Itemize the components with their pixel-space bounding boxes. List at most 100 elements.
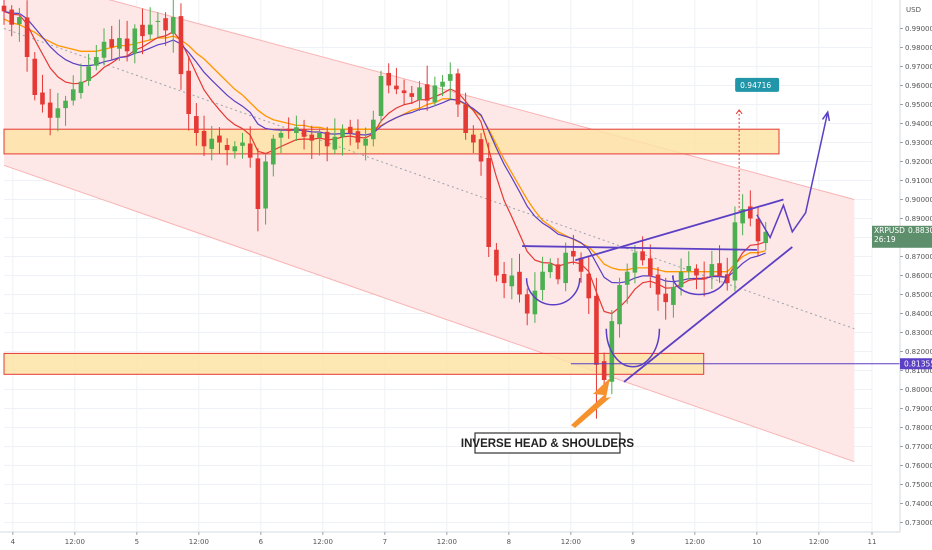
candle-body <box>47 102 53 118</box>
candle-body <box>301 129 307 137</box>
candle-body <box>432 85 438 103</box>
price-tick-label: 0.78000 <box>905 424 932 432</box>
price-tick-label: 0.74000 <box>905 500 932 508</box>
shoulder-arc <box>605 328 661 368</box>
time-axis: 4 12:00 5 12:00 6 12:00 7 12:00 8 12:00 9 12:00 10 12… <box>0 531 900 546</box>
channel-fill <box>4 0 855 462</box>
candle-body <box>517 271 522 295</box>
candle-body <box>201 130 207 147</box>
candle-body <box>732 222 738 281</box>
price-tick-label: 0.85000 <box>905 291 932 299</box>
candle-body <box>124 38 130 52</box>
candle-body <box>240 142 245 146</box>
candle-body <box>309 134 315 141</box>
price-tick-label: 0.89000 <box>905 215 932 223</box>
candle-body <box>471 134 476 143</box>
candle-body <box>632 252 638 273</box>
forecast-arrow-icon <box>821 110 831 122</box>
candle-body <box>17 17 22 25</box>
candle-body <box>394 85 399 90</box>
time-tick-label: 12:00 <box>685 538 705 546</box>
candle-body <box>663 293 668 303</box>
candle-body <box>263 161 268 209</box>
candle-body <box>763 231 769 244</box>
midline <box>3 28 855 330</box>
candle-body <box>409 93 415 97</box>
time-tick-label: 12:00 <box>313 538 333 546</box>
candle-body <box>147 24 153 35</box>
candle-body <box>524 294 530 314</box>
candle-body <box>278 133 284 138</box>
candle-body <box>532 290 538 315</box>
price-tick-label: 0.93000 <box>905 139 932 147</box>
candle-body <box>340 129 345 137</box>
candle-body <box>347 126 353 133</box>
candle-body <box>294 127 299 134</box>
candle-body <box>671 286 676 305</box>
candle-body <box>601 361 607 380</box>
candle-body <box>563 252 568 284</box>
price-tick-label: 0.97000 <box>905 63 932 71</box>
candle-body <box>571 250 576 257</box>
candle-body <box>178 16 184 75</box>
price-tick-label: 0.81000 <box>905 367 932 375</box>
candle-body <box>355 131 361 143</box>
ma-purple <box>3 10 766 284</box>
price-tick-label: 0.91000 <box>905 177 932 185</box>
forecast-path <box>756 111 829 240</box>
candle-body <box>247 143 253 158</box>
price-tick-label: 0.73000 <box>905 519 932 527</box>
candle-body <box>501 273 507 284</box>
price-tick-label: 0.94000 <box>905 120 932 128</box>
candle-body <box>640 251 645 261</box>
ma-red <box>3 10 766 315</box>
time-tick-label: 12:00 <box>561 538 581 546</box>
candle-body <box>70 89 76 101</box>
time-tick-label: 11 <box>868 538 877 546</box>
candle-body <box>417 87 422 101</box>
candle-body <box>594 295 599 365</box>
candle-body <box>717 263 722 276</box>
rising-trendline <box>575 198 784 262</box>
candle-body <box>440 81 445 87</box>
last-price-label: XRPUSD 0.88301 26:19 <box>872 225 932 248</box>
bar-countdown: 26:19 <box>874 235 896 244</box>
price-tick-label: 0.92000 <box>905 158 932 166</box>
candle-body <box>40 92 45 105</box>
price-tick-label: 0.82000 <box>905 348 932 356</box>
price-tick-label: 0.99000 <box>905 25 932 33</box>
candle-body <box>547 264 553 273</box>
annotation-text: INVERSE HEAD & SHOULDERS <box>461 438 634 450</box>
candle-body <box>655 274 661 295</box>
candle-body <box>170 17 176 34</box>
candle-body <box>555 264 561 280</box>
candle-body <box>401 90 407 94</box>
price-tick-label: 0.84000 <box>905 310 932 318</box>
candle-body <box>447 74 453 81</box>
candle-body <box>163 18 168 31</box>
last-price-symbol: XRPUSD <box>874 226 905 235</box>
candle-body <box>647 258 653 276</box>
axis-currency-label: USD <box>906 6 921 14</box>
time-tick-label: 9 <box>631 538 635 546</box>
shoulder-arc <box>671 275 727 296</box>
time-tick-label: 12:00 <box>189 538 209 546</box>
price-axis: 0.73000 0.74000 0.75000 0.76000 0.77000 0.780… <box>899 0 932 532</box>
candle-body <box>324 131 330 147</box>
time-tick-label: 12:00 <box>65 538 85 546</box>
candle-body <box>494 249 499 276</box>
moving-averages <box>3 10 766 315</box>
time-tick-label: 5 <box>135 538 139 546</box>
candle-body <box>101 41 107 58</box>
time-tick-label: 10 <box>752 538 761 546</box>
candle-body <box>78 81 84 93</box>
candle-body <box>463 104 468 133</box>
time-tick-label: 4 <box>11 538 16 546</box>
candle-body <box>709 264 715 276</box>
time-tick-label: 8 <box>507 538 511 546</box>
price-tick-label: 0.90000 <box>905 196 932 204</box>
support-price-text: 0.81355 <box>904 359 932 368</box>
candle-body <box>55 108 61 118</box>
price-tick-label: 0.76000 <box>905 462 932 470</box>
